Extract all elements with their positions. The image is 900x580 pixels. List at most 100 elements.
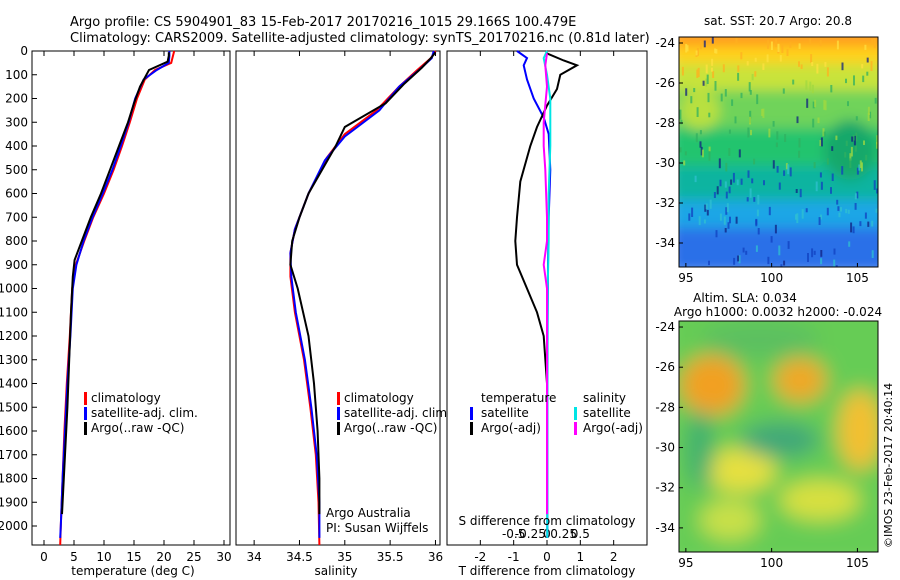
sst-texture-speck	[709, 199, 712, 209]
sst-texture-speck	[704, 204, 707, 212]
sst-texture-speck	[871, 38, 874, 45]
difference-panel: -2 -1 0 1 2-0.5-0.250 0.250.5 T difference fr…	[446, 50, 648, 578]
sst-texture-speck	[753, 197, 756, 202]
sst-texture-speck	[783, 170, 786, 176]
sst-texture-speck	[749, 110, 752, 119]
sst-texture-speck	[724, 181, 727, 188]
legend-label-t-satellite: satellite	[481, 406, 529, 420]
sst-texture-speck	[855, 132, 858, 142]
sst-texture-speck	[873, 180, 876, 190]
x-tick-label: 105	[846, 556, 869, 570]
sst-texture-speck	[684, 151, 687, 156]
sst-texture-speck	[695, 133, 698, 143]
sst-texture-speck	[849, 158, 852, 168]
s-tick-label: 0.25	[550, 527, 577, 541]
sst-map-title: sat. SST: 20.7 Argo: 20.8	[704, 14, 852, 28]
sst-texture-speck	[696, 69, 699, 78]
sst-texture-speck	[719, 213, 722, 221]
sst-texture-speck	[737, 72, 740, 81]
sst-texture-speck	[847, 209, 850, 214]
sst-texture-speck	[795, 214, 797, 220]
sst-texture-speck	[830, 85, 833, 93]
legend-label-argo: Argo(..raw -QC)	[344, 421, 437, 435]
y-tick-label: 600	[5, 187, 28, 201]
sst-texture-speck	[697, 67, 700, 77]
sst-texture-speck	[726, 203, 729, 213]
sst-texture-speck	[876, 135, 878, 145]
sst-texture-speck	[706, 209, 709, 216]
sst-texture-speck	[852, 226, 855, 234]
sst-texture-speck	[854, 145, 857, 152]
sst-texture-speck	[820, 137, 823, 147]
sst-texture-speck	[714, 81, 717, 91]
sst-texture-speck	[761, 108, 764, 116]
sst-texture-speck	[871, 250, 874, 258]
sst-texture-speck	[812, 101, 815, 109]
sst-texture-speck	[777, 43, 780, 52]
sst-band-7	[679, 200, 878, 230]
sst-texture-speck	[876, 188, 878, 194]
sst-texture-speck	[831, 173, 834, 181]
sst-texture-speck	[826, 158, 829, 165]
sst-texture-speck	[875, 208, 878, 213]
y-tick-label: 900	[5, 258, 28, 272]
sst-texture-speck	[755, 245, 758, 252]
sst-texture-speck	[826, 67, 829, 77]
sst-texture-speck	[736, 179, 739, 186]
y-tick-label: 1600	[0, 424, 28, 438]
legend-swatch-argo	[84, 422, 87, 435]
sst-texture-speck	[871, 220, 874, 227]
sst-texture-speck	[708, 151, 711, 161]
sst-texture-speck	[781, 45, 784, 53]
sst-texture-speck	[820, 258, 823, 265]
sst-texture-speck	[734, 116, 737, 124]
series-line-salinity-argo-adj-	[542, 53, 549, 515]
difference-legend: temperature satellite Argo(-adj) salinit…	[470, 391, 643, 435]
y-tick-label: 300	[5, 115, 28, 129]
legend-title-temperature: temperature	[481, 391, 556, 405]
sst-texture-speck	[708, 260, 710, 266]
y-tick-label: 1700	[0, 448, 28, 462]
sla-blob-3	[838, 390, 878, 470]
sst-texture-speck	[798, 61, 800, 67]
sla-blob-7	[700, 322, 820, 358]
sst-texture-speck	[720, 93, 723, 102]
temperature-panel: 0100200300400500600700800900100011001200…	[0, 44, 232, 578]
sst-texture-speck	[848, 241, 851, 247]
sst-texture-speck	[729, 216, 731, 224]
sst-texture-speck	[858, 164, 861, 171]
sst-texture-speck	[845, 78, 847, 84]
x-tick-label: 5	[70, 550, 78, 564]
sst-texture-speck	[708, 146, 711, 152]
sst-texture-speck	[679, 147, 682, 153]
sst-texture-speck	[746, 61, 749, 66]
sst-texture-speck	[784, 134, 787, 142]
sst-texture-speck	[795, 189, 798, 193]
sst-texture-speck	[822, 128, 825, 137]
sst-texture-speck	[811, 84, 814, 94]
sst-texture-speck	[691, 207, 694, 217]
sst-texture-speck	[785, 163, 788, 170]
x-tick-label: -2	[474, 550, 486, 564]
y-tick-label: -30	[655, 156, 675, 170]
y-tick-label: -30	[655, 441, 675, 455]
legend-label-climatology: climatology	[91, 391, 161, 405]
sst-texture-speck	[806, 98, 809, 108]
sst-texture-speck	[706, 74, 709, 84]
difference-xlabel: T difference from climatology	[458, 564, 636, 578]
y-tick-label: 1800	[0, 472, 28, 486]
sst-texture-speck	[847, 101, 849, 107]
sst-texture-speck	[789, 167, 792, 177]
x-tick-label: 25	[186, 550, 201, 564]
sst-texture-speck	[776, 166, 779, 173]
sst-texture-speck	[800, 64, 803, 69]
y-tick-label: -32	[655, 481, 675, 495]
x-tick-label: 34.5	[286, 550, 313, 564]
sst-texture-speck	[725, 162, 728, 172]
y-tick-label: 2000	[0, 519, 28, 533]
y-tick-label: -26	[655, 360, 675, 374]
salinity-plot-frame	[235, 50, 441, 546]
sst-texture-speck	[768, 128, 771, 138]
sst-texture-speck	[789, 42, 792, 48]
sst-texture-speck	[698, 216, 701, 226]
